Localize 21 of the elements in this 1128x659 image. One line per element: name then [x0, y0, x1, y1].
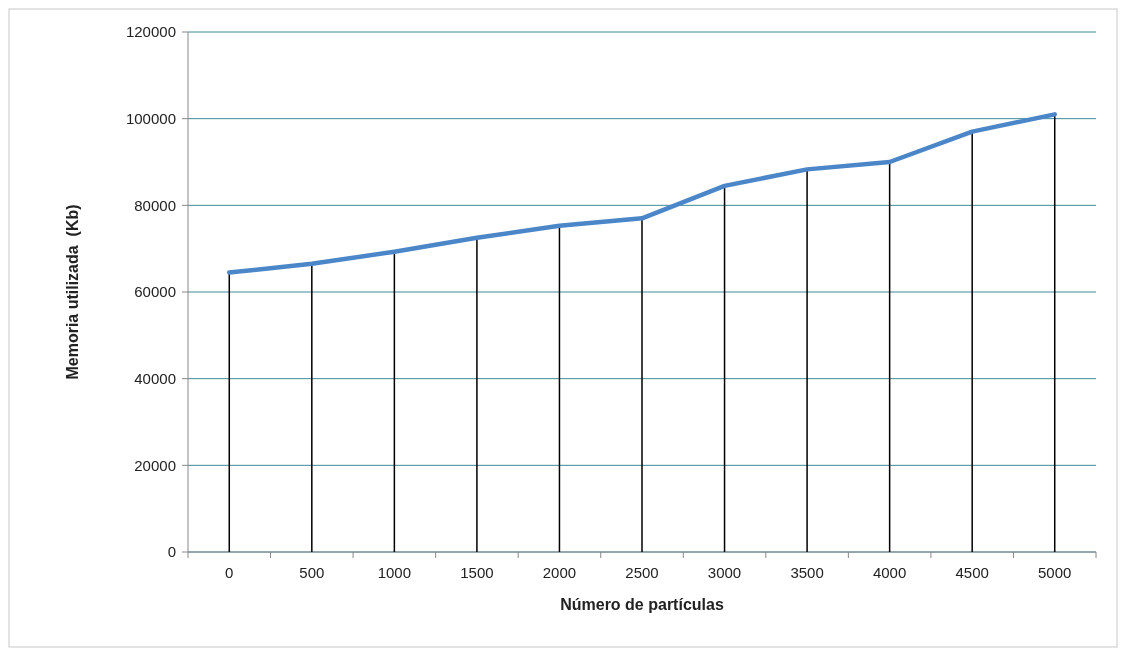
x-tick-label: 4500 [955, 564, 989, 581]
x-tick-label: 500 [299, 564, 325, 581]
y-tick-label: 60000 [134, 283, 176, 301]
y-tick-label: 120000 [125, 23, 176, 41]
x-tick-label: 5000 [1038, 564, 1072, 581]
y-tick-label: 0 [167, 543, 176, 561]
x-tick-label: 1000 [377, 564, 412, 581]
x-tick-label: 4000 [872, 564, 907, 581]
x-tick-label: 3500 [790, 564, 824, 581]
x-tick-label: 0 [225, 564, 234, 581]
y-tick-label: 20000 [134, 456, 176, 474]
x-tick-label: 1500 [460, 564, 494, 581]
x-tick-label: 3000 [707, 564, 742, 581]
y-tick-label: 100000 [125, 109, 176, 127]
x-tick-label: 2500 [625, 564, 659, 581]
x-tick-label: 2000 [542, 564, 577, 581]
line-series [227, 112, 1057, 275]
y-axis-title: Memoria utilizada (Kb) [64, 204, 81, 380]
y-tick-label: 40000 [134, 369, 176, 387]
y-tick-label: 80000 [134, 196, 176, 214]
x-axis-title: Número de partículas [560, 596, 724, 613]
